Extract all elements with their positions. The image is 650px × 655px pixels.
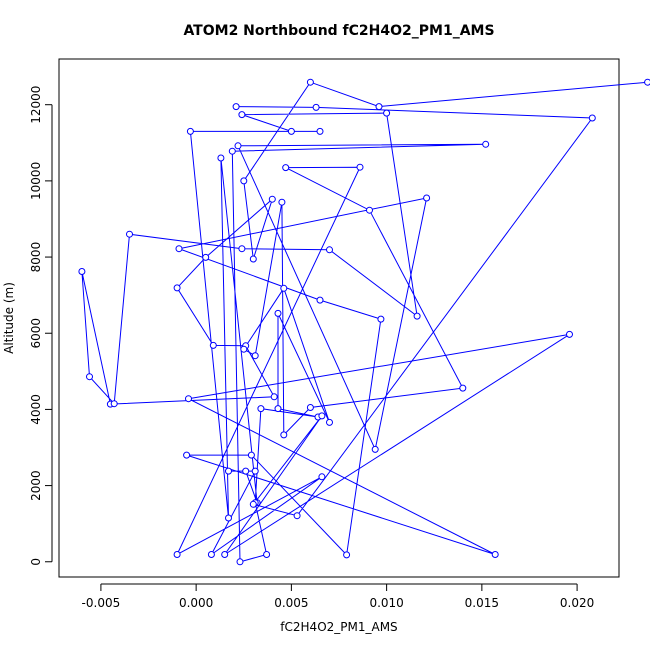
data-point [236, 558, 244, 566]
data-point [242, 467, 250, 475]
data-point [423, 194, 431, 202]
y-tick-label: 2000 [29, 470, 43, 501]
data-point [221, 551, 229, 558]
data-point [225, 514, 232, 522]
data-point [482, 140, 490, 148]
x-tick-label: 0.015 [465, 596, 499, 610]
data-point [234, 142, 242, 150]
x-tick-label: -0.005 [82, 596, 121, 610]
plot-area: -0.005 0.000 0.005 0.010 0.015 0.020 0 2000 4000… [29, 58, 650, 610]
y-tick-label: 10000 [29, 162, 43, 200]
x-tick-label: 0.020 [560, 596, 594, 610]
x-tick-label: 0.000 [179, 596, 213, 610]
data-point [413, 312, 421, 320]
y-axis-label: Altitude (m) [2, 282, 16, 354]
y-tick-label: 4000 [29, 394, 43, 425]
data-point [274, 405, 282, 413]
data-point [326, 418, 333, 426]
data-point [377, 315, 385, 323]
data-point [251, 352, 259, 360]
data-point [371, 445, 379, 453]
data-point [207, 551, 215, 558]
data-point [110, 400, 118, 408]
data-point [185, 395, 192, 403]
data-point [375, 103, 383, 111]
data-point [383, 109, 391, 117]
data-point [278, 198, 286, 206]
chart-title: ATOM2 Northbound fC2H4O2_PM1_AMS [183, 23, 494, 39]
plot-frame [58, 58, 620, 578]
data-point [238, 245, 246, 253]
data-point [274, 309, 282, 317]
data-point [78, 268, 86, 275]
data-point [186, 127, 194, 135]
data-point [280, 431, 288, 439]
data-point [318, 412, 326, 420]
data-point [173, 551, 181, 558]
data-point [249, 255, 257, 263]
data-point [644, 78, 650, 86]
data-point [247, 451, 255, 459]
data-point [306, 404, 314, 411]
data-point [249, 500, 257, 508]
data-point [356, 163, 364, 171]
data-point [173, 284, 181, 292]
data-point [343, 551, 351, 559]
data-point [459, 384, 467, 392]
data-point [175, 245, 183, 253]
y-tick-label: 8000 [29, 242, 43, 273]
data-point [232, 103, 240, 111]
data-point [293, 512, 301, 520]
data-point [312, 103, 320, 111]
x-tick-label: 0.005 [274, 596, 308, 610]
data-point [280, 284, 288, 292]
data-point [209, 341, 217, 349]
data-point [240, 345, 248, 353]
series-line [81, 81, 648, 563]
y-tick-label: 6000 [29, 318, 43, 349]
x-tick-label: 0.010 [369, 596, 403, 610]
data-point [270, 393, 278, 401]
x-axis-label: fC2H4O2_PM1_AMS [280, 620, 397, 634]
y-tick-label: 12000 [29, 86, 43, 124]
data-point [86, 373, 93, 381]
data-point [228, 147, 236, 155]
data-point [126, 230, 133, 238]
data-point [183, 451, 191, 459]
y-tick-label: 0 [29, 558, 43, 566]
data-point [240, 177, 248, 185]
data-point [366, 206, 373, 214]
data-point [287, 127, 295, 135]
data-point [263, 551, 271, 558]
data-point [217, 154, 225, 162]
data-point [282, 164, 290, 172]
data-point [491, 551, 499, 558]
data-point [238, 111, 246, 119]
data-point [202, 253, 210, 261]
data-point [257, 405, 265, 413]
data-point [566, 330, 573, 338]
data-point [326, 246, 333, 254]
data-point [251, 467, 259, 475]
data-point [318, 473, 326, 481]
data-point [316, 127, 324, 135]
data-point [268, 195, 276, 203]
data-point [306, 78, 314, 86]
data-point [588, 114, 596, 122]
data-point [316, 296, 324, 304]
data-point [225, 467, 232, 475]
